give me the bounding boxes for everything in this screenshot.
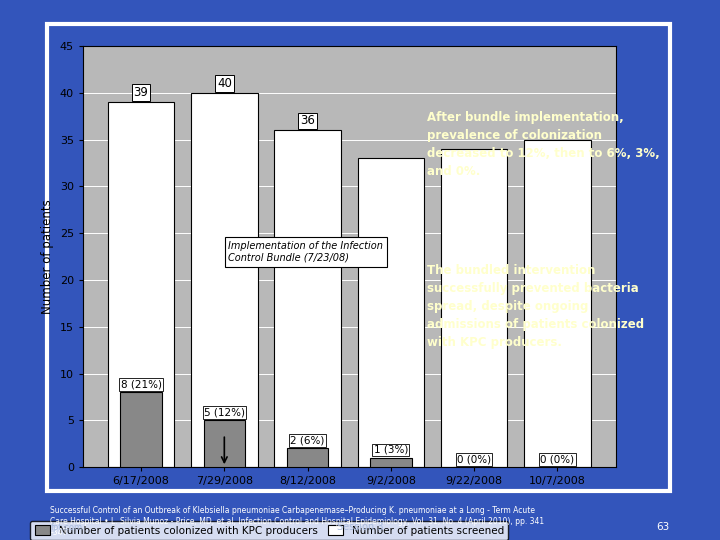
Text: 1 (3%): 1 (3%) xyxy=(374,445,408,455)
Bar xyxy=(204,420,245,467)
Y-axis label: Number of patients: Number of patients xyxy=(41,199,54,314)
Text: 39: 39 xyxy=(134,86,148,99)
Bar xyxy=(358,158,424,467)
Bar xyxy=(441,149,508,467)
Text: The bundled intervention
successfully prevented bacteria
spread, despite ongoing: The bundled intervention successfully pr… xyxy=(427,264,644,349)
Bar xyxy=(191,93,258,467)
Text: 8 (21%): 8 (21%) xyxy=(120,380,161,389)
Text: 5 (12%): 5 (12%) xyxy=(204,408,245,417)
Text: 63: 63 xyxy=(657,522,670,532)
Text: Session 3: Session 3 xyxy=(337,522,383,532)
Text: 0 (0%): 0 (0%) xyxy=(540,454,575,464)
Legend: Number of patients colonized with KPC producers, Number of patients screened: Number of patients colonized with KPC pr… xyxy=(30,521,508,540)
Bar xyxy=(120,392,162,467)
Text: fpt.com: fpt.com xyxy=(50,523,83,532)
Text: Successful Control of an Outbreak of Klebsiella pneumoniae Carbapenemase–Produci: Successful Control of an Outbreak of Kle… xyxy=(50,506,544,537)
Bar xyxy=(287,448,328,467)
Bar xyxy=(524,139,590,467)
Text: 0 (0%): 0 (0%) xyxy=(457,454,491,464)
Text: 2 (6%): 2 (6%) xyxy=(290,436,325,446)
Bar xyxy=(108,102,174,467)
Text: 40: 40 xyxy=(217,77,232,90)
Text: 36: 36 xyxy=(300,114,315,127)
Bar xyxy=(274,130,341,467)
Text: After bundle implementation,
prevalence of colonization
decreased to 12%, then t: After bundle implementation, prevalence … xyxy=(427,111,660,178)
Text: Implementation of the Infection
Control Bundle (7/23/08): Implementation of the Infection Control … xyxy=(228,241,383,262)
Bar xyxy=(370,458,412,467)
